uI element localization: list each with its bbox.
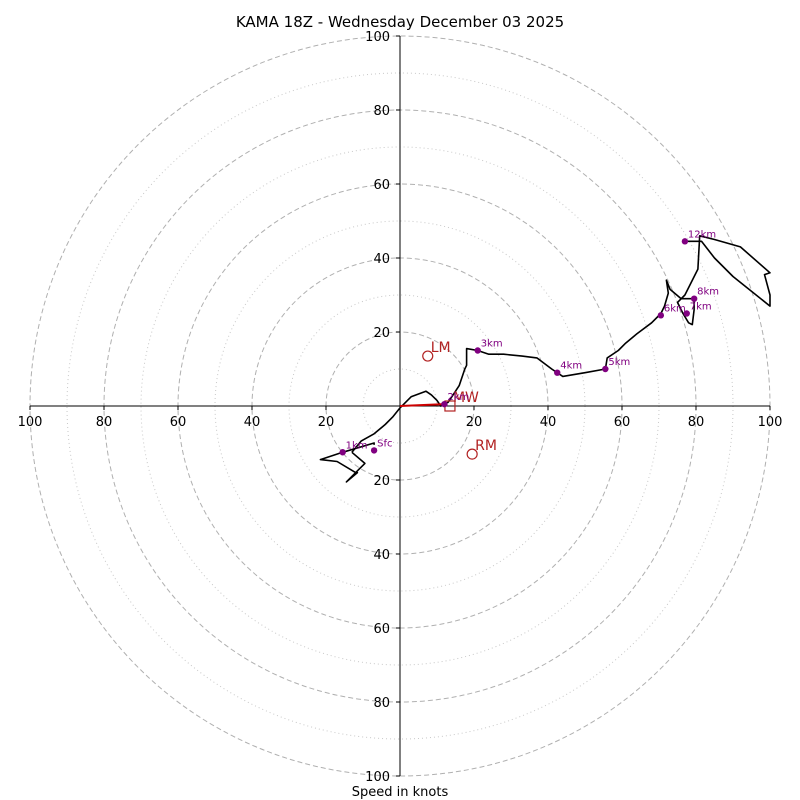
storm-motions: LM RM MW xyxy=(422,340,497,460)
hodograph-line-low xyxy=(319,442,375,483)
x-tick-label: 40 xyxy=(540,415,557,430)
storm-motion-marker xyxy=(422,350,434,362)
height-point xyxy=(602,365,609,373)
height-point xyxy=(690,295,698,302)
x-tick-label: 20 xyxy=(318,415,335,430)
x-tick-label: 20 xyxy=(466,415,483,430)
x-tick-label: 100 xyxy=(758,415,783,430)
height-point xyxy=(657,312,665,319)
height-point xyxy=(683,310,690,317)
height-point xyxy=(339,449,346,456)
y-tick-label: 40 xyxy=(373,252,390,267)
x-tick-label: 60 xyxy=(614,415,631,430)
hodograph-trace xyxy=(319,235,771,483)
y-tick-label: 80 xyxy=(373,696,390,711)
y-tick-label: 100 xyxy=(365,30,390,45)
y-tick-label: 60 xyxy=(373,178,390,193)
height-point xyxy=(681,238,689,245)
height-markers: Sfc 1km 2km 3km 4km 5km 6km 7km 8km 12km xyxy=(339,229,719,456)
height-label: 1km xyxy=(346,440,368,451)
height-label: 8km xyxy=(697,287,719,298)
y-tick-label: 20 xyxy=(373,474,390,489)
height-label: 12km xyxy=(688,229,716,240)
height-label: 2km xyxy=(447,392,469,403)
storm-motion-label: MW xyxy=(453,390,479,406)
x-tick-label: 60 xyxy=(170,415,187,430)
height-label: 6km xyxy=(664,303,686,314)
height-label: 3km xyxy=(481,339,503,350)
y-tick-label: 100 xyxy=(365,770,390,785)
y-tick-label: 80 xyxy=(373,104,390,119)
height-point xyxy=(441,400,448,408)
y-tick-label: 20 xyxy=(373,326,390,341)
chart-title: KAMA 18Z - Wednesday December 03 2025 xyxy=(236,13,564,31)
height-point xyxy=(554,369,561,376)
x-axis-label: Speed in knots xyxy=(352,785,449,800)
y-tick-label: 40 xyxy=(373,548,390,563)
storm-motion-marker xyxy=(466,448,478,460)
hodograph-line xyxy=(351,235,771,453)
x-tick-label: 100 xyxy=(18,415,43,430)
storm-motion-label: RM xyxy=(475,438,497,454)
storm-motion-label: LM xyxy=(431,340,451,356)
height-label: 4km xyxy=(560,361,582,372)
tick-labels: 100 80 60 40 20 20 40 60 80 100 100 80 60 40 20 20 40 60 8… xyxy=(18,30,783,785)
x-tick-label: 40 xyxy=(244,415,261,430)
x-tick-label: 80 xyxy=(688,415,705,430)
height-label: Sfc xyxy=(377,438,392,449)
x-tick-label: 80 xyxy=(96,415,113,430)
height-label: 7km xyxy=(690,302,712,313)
height-label: 5km xyxy=(608,357,630,368)
height-point xyxy=(474,347,481,354)
y-tick-label: 60 xyxy=(373,622,390,637)
shear-vector xyxy=(399,403,445,407)
height-point xyxy=(370,447,378,454)
